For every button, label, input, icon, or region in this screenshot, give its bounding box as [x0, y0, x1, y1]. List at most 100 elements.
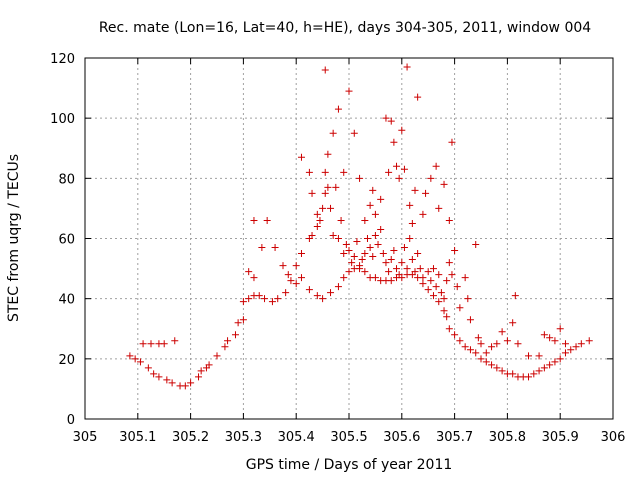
data-point	[321, 189, 329, 197]
data-point	[445, 216, 453, 224]
data-point	[136, 358, 144, 366]
x-tick-label: 305.4	[278, 430, 315, 445]
data-point	[250, 274, 258, 282]
x-tick-label: 305.5	[330, 430, 367, 445]
data-point	[403, 265, 411, 273]
data-point	[287, 277, 295, 285]
data-point	[435, 298, 443, 306]
data-point	[239, 298, 247, 306]
data-point	[427, 277, 435, 285]
data-point	[195, 373, 203, 381]
data-point	[363, 235, 371, 242]
data-point	[340, 274, 348, 282]
data-point	[445, 259, 453, 267]
data-point	[477, 340, 485, 348]
data-point	[561, 349, 569, 357]
data-point	[379, 250, 387, 258]
data-point	[337, 216, 345, 224]
data-point	[334, 235, 342, 242]
data-point	[451, 247, 459, 255]
data-point	[245, 295, 253, 303]
data-point	[356, 174, 364, 182]
data-point	[305, 286, 313, 294]
axis-ticks: 305 305.1 305.2 305.3 305.4 305.5 305.6 305.7 30…	[50, 52, 625, 445]
x-tick-label: 305.3	[225, 430, 262, 445]
data-point	[316, 216, 324, 224]
data-point	[400, 165, 408, 173]
data-point	[340, 250, 348, 258]
y-tick-label: 60	[58, 233, 75, 248]
x-tick-label: 305.8	[489, 430, 526, 445]
data-point	[268, 298, 276, 306]
data-point	[456, 337, 464, 345]
data-point	[427, 174, 435, 182]
data-point	[546, 361, 554, 369]
data-point	[239, 316, 247, 324]
data-point	[155, 373, 163, 381]
data-point	[411, 186, 419, 194]
data-point	[342, 241, 350, 249]
data-point	[332, 183, 340, 191]
data-point	[163, 376, 171, 384]
data-point	[292, 262, 300, 270]
data-points	[126, 63, 593, 390]
data-point	[530, 370, 538, 378]
data-point	[474, 334, 482, 342]
data-point	[377, 195, 385, 203]
data-point	[205, 361, 213, 369]
data-point	[297, 274, 305, 282]
data-point	[374, 241, 382, 249]
data-point	[387, 117, 395, 125]
data-point	[361, 216, 369, 224]
data-point	[221, 343, 229, 351]
data-point	[498, 367, 506, 375]
data-point	[398, 126, 406, 134]
x-tick-label: 305.2	[172, 430, 209, 445]
data-point	[358, 256, 366, 264]
data-point	[472, 241, 480, 249]
data-point	[168, 379, 176, 387]
data-point	[464, 295, 472, 303]
data-point	[387, 277, 395, 285]
data-point	[371, 231, 379, 239]
data-point	[250, 216, 258, 224]
data-point	[334, 283, 342, 291]
data-point	[448, 138, 456, 146]
data-point	[258, 244, 266, 252]
data-point	[181, 382, 189, 390]
data-point	[171, 337, 179, 345]
data-point	[292, 280, 300, 288]
data-point	[419, 280, 427, 288]
data-point	[414, 93, 422, 101]
data-point	[308, 231, 316, 239]
data-point	[345, 87, 353, 95]
x-axis-label: GPS time / Days of year 2011	[246, 457, 453, 473]
data-point	[437, 289, 445, 297]
data-point	[371, 210, 379, 218]
data-point	[445, 325, 453, 333]
data-point	[390, 247, 398, 255]
data-point	[387, 256, 395, 264]
data-point	[493, 364, 501, 372]
data-point	[350, 129, 358, 137]
data-point	[361, 250, 369, 258]
x-tick-label: 305.6	[383, 430, 420, 445]
data-point	[263, 216, 271, 224]
data-point	[514, 340, 522, 348]
data-point	[160, 340, 168, 348]
data-point	[321, 66, 329, 74]
data-point	[313, 222, 321, 230]
data-point	[150, 370, 158, 378]
data-point	[369, 253, 377, 261]
data-point	[329, 231, 337, 239]
data-point	[282, 289, 290, 297]
data-point	[271, 244, 279, 252]
data-point	[432, 283, 440, 291]
data-point	[350, 253, 358, 261]
data-point	[329, 129, 337, 137]
data-point	[414, 250, 422, 258]
data-point	[429, 292, 437, 300]
data-point	[466, 316, 474, 324]
data-point	[488, 361, 496, 369]
data-point	[408, 256, 416, 264]
